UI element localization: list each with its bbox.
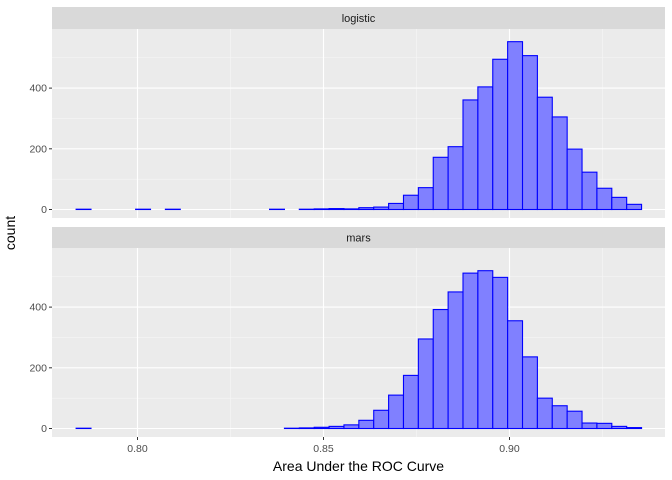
histogram-bar <box>328 425 345 430</box>
y-tick-label: 400 <box>29 83 47 95</box>
histogram-bar <box>373 206 390 211</box>
histogram-bar <box>298 427 315 430</box>
histogram-bar <box>358 207 375 211</box>
histogram-bar <box>358 419 375 430</box>
facet-strip-label: mars <box>346 233 371 245</box>
y-tick-label: 0 <box>41 204 47 216</box>
histogram-bar <box>328 208 345 211</box>
y-tick-label: 200 <box>29 362 47 374</box>
histogram-bar <box>581 422 598 430</box>
histogram-bar <box>596 187 613 211</box>
facet-strip <box>52 7 665 29</box>
histogram-bar <box>492 276 509 430</box>
panel-background <box>52 248 665 437</box>
histogram-bar <box>388 394 405 430</box>
histogram-bar <box>313 208 330 211</box>
x-axis-title: Area Under the ROC Curve <box>273 458 444 474</box>
histogram-bar <box>477 270 494 430</box>
y-tick-label: 0 <box>41 423 47 435</box>
histogram-bar <box>388 202 405 211</box>
histogram-bar <box>521 356 538 430</box>
y-axis-title: count <box>2 216 18 250</box>
histogram-bar <box>536 397 553 430</box>
histogram-bar <box>447 146 464 211</box>
histogram-bar <box>402 374 419 430</box>
histogram-bar <box>417 338 434 430</box>
histogram-bar <box>566 410 583 430</box>
histogram-bar <box>432 156 449 211</box>
y-tick-label: 200 <box>29 143 47 155</box>
histogram-bar <box>462 99 479 211</box>
histogram-bar <box>313 426 330 430</box>
y-tick-label: 400 <box>29 302 47 314</box>
histogram-bar <box>551 405 568 430</box>
histogram-bar <box>611 425 628 430</box>
histogram-bar <box>551 116 568 211</box>
histogram-bar <box>596 422 613 430</box>
facet-panel-1: logistic 0 200 400 <box>29 7 665 218</box>
facet-strip-label: logistic <box>342 13 376 25</box>
histogram-bar <box>373 409 390 430</box>
histogram-bar <box>462 272 479 430</box>
histogram-bar <box>477 86 494 211</box>
histogram-bar <box>611 196 628 211</box>
histogram-bar <box>581 171 598 211</box>
histogram-bar <box>521 55 538 211</box>
histogram-bar <box>432 308 449 430</box>
x-tick-label: 0.80 <box>127 443 148 455</box>
histogram-bar <box>536 96 553 211</box>
panel-plot-area <box>52 248 665 437</box>
histogram-bar <box>492 58 509 211</box>
x-tick-label: 0.90 <box>499 443 520 455</box>
histogram-bar <box>507 41 524 211</box>
histogram-bar <box>402 194 419 211</box>
histogram-bar <box>626 427 643 430</box>
histogram-bar <box>447 291 464 430</box>
histogram-bar <box>343 208 360 211</box>
histogram-bar <box>566 148 583 211</box>
facet-panel-2: mars 0 200 400 <box>29 227 665 437</box>
x-tick-label: 0.85 <box>313 443 334 455</box>
histogram-bar <box>417 187 434 211</box>
facet-strip <box>52 227 665 248</box>
histogram-bar <box>507 320 524 430</box>
panel-plot-area <box>52 29 665 218</box>
histogram-bar <box>626 203 643 211</box>
histogram-bar <box>343 424 360 430</box>
